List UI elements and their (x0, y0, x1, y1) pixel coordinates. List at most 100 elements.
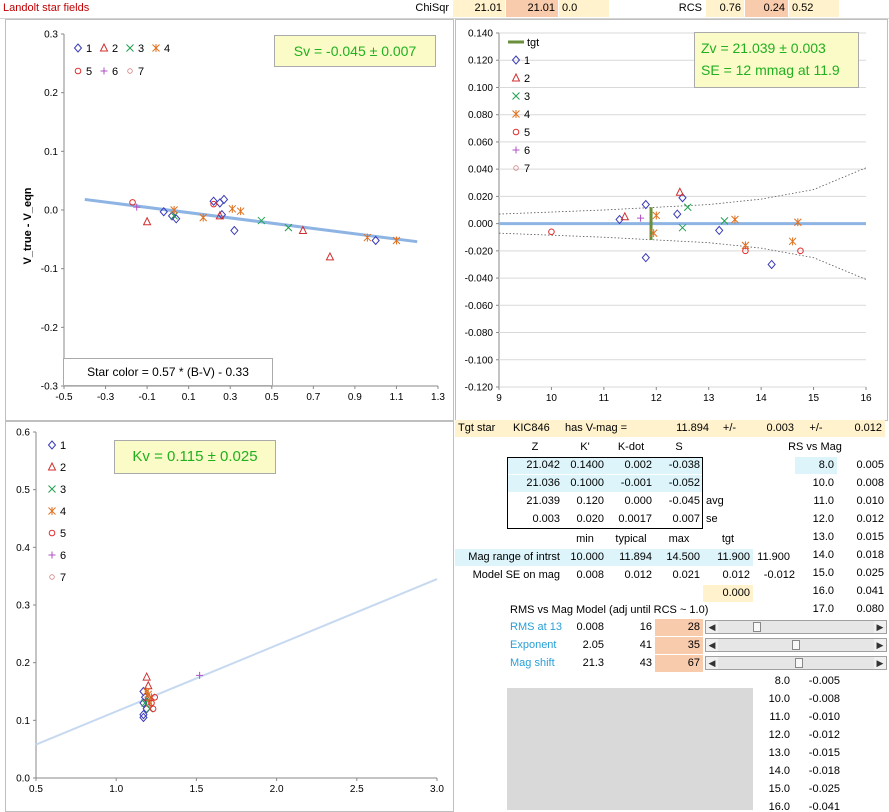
fit-cell[interactable]: 0.1000 (563, 475, 607, 492)
chisqr-value-2[interactable]: 21.01 (506, 0, 558, 17)
fit-cell[interactable]: -0.038 (655, 457, 703, 474)
chart-extinction[interactable]: 0.6 0.5 0.4 0.3 0.2 0.1 0.0 0.5 1.0 1.5 2.0 2.5 3.0 1… (5, 421, 454, 812)
fit-cell[interactable]: 21.042 (507, 457, 563, 474)
rs-cell[interactable]: 13.0 (812, 531, 834, 543)
model-se-label[interactable]: Model SE on mag (472, 569, 560, 581)
rs-cell[interactable]: 0.008 (856, 477, 884, 489)
slider-left-arrow-icon[interactable]: ◀ (706, 621, 718, 633)
lower-cell[interactable]: -0.010 (808, 711, 840, 723)
lower-cell[interactable]: -0.012 (808, 729, 840, 741)
chart1-footnote[interactable]: Star color = 0.57 * (B-V) - 0.33 (63, 358, 273, 386)
model-se-typical[interactable]: 0.012 (624, 569, 652, 581)
chisqr-value-1[interactable]: 21.01 (453, 0, 505, 17)
vmag-pm[interactable]: +/- (712, 420, 747, 437)
fit-cell[interactable]: 0.0017 (618, 513, 652, 525)
header-z[interactable]: Z (531, 441, 539, 453)
rs-cell[interactable]: 0.018 (856, 549, 884, 561)
vmag-err-2[interactable]: 0.012 (835, 420, 885, 437)
tgt-name[interactable]: KIC846 (510, 420, 562, 437)
sheet-title[interactable]: Landolt star fields (3, 2, 90, 14)
slider-left-arrow-icon[interactable]: ◀ (706, 639, 718, 651)
slider-scrollbar[interactable]: ◀ ▶ (705, 656, 887, 670)
rs-cell[interactable]: 12.0 (812, 513, 834, 525)
slider-thumb[interactable] (753, 622, 761, 632)
rs-cell[interactable]: 10.0 (812, 477, 834, 489)
slider-label[interactable]: Mag shift (510, 657, 555, 669)
slider-thumb[interactable] (795, 658, 803, 668)
lower-cell[interactable]: 8.0 (774, 675, 790, 687)
chart2-annotation[interactable]: Zv = 21.039 ± 0.003 SE = 12 mmag at 11.9 (694, 32, 859, 88)
slider-value[interactable]: 67 (655, 655, 703, 672)
range-header-typical[interactable]: typical (615, 533, 647, 545)
lower-cell[interactable]: -0.015 (808, 747, 840, 759)
fit-cell[interactable]: -0.001 (607, 475, 655, 492)
fit-cell[interactable]: -0.045 (668, 495, 700, 507)
fit-cell[interactable]: 0.000 (624, 495, 652, 507)
lower-cell[interactable]: 14.0 (768, 765, 790, 777)
lower-cell[interactable]: 16.0 (768, 801, 790, 810)
model-se-tgt[interactable]: 0.012 (722, 569, 750, 581)
slider-left-arrow-icon[interactable]: ◀ (706, 657, 718, 669)
range-header-min[interactable]: min (576, 533, 594, 545)
chart-color-term[interactable]: 0.3 0.2 0.1 0.0 -0.1 -0.2 -0.3 -0.5 -0.3 -0.1 0.1 0… (5, 19, 454, 421)
slider-value[interactable]: 0.008 (576, 621, 604, 633)
lower-cell[interactable]: 10.0 (768, 693, 790, 705)
model-se-extra[interactable]: -0.012 (763, 569, 795, 581)
fit-cell[interactable]: 0.003 (532, 513, 560, 525)
rs-cell[interactable]: 0.041 (856, 585, 884, 597)
fit-cell[interactable] (703, 475, 743, 492)
mag-range-max[interactable]: 14.500 (655, 549, 703, 566)
lower-cell[interactable]: -0.025 (808, 783, 840, 795)
slider-value[interactable]: 16 (639, 621, 652, 633)
chart1-annotation[interactable]: Sv = -0.045 ± 0.007 (274, 35, 436, 67)
rs-cell[interactable]: 8.0 (795, 457, 837, 474)
mag-range-typical[interactable]: 11.894 (607, 549, 655, 566)
tgt-label[interactable]: Tgt star (455, 420, 510, 437)
mag-range-tgt[interactable]: 11.900 (703, 549, 753, 566)
fit-cell[interactable]: 21.039 (526, 495, 560, 507)
fit-cell[interactable]: 0.007 (672, 513, 700, 525)
rs-cell[interactable]: 15.0 (812, 567, 834, 579)
slider-value[interactable]: 28 (655, 619, 703, 636)
rs-cell[interactable]: 0.005 (856, 459, 884, 471)
lower-cell[interactable]: 11.0 (769, 711, 790, 723)
mag-range-label[interactable]: Mag range of intrst (455, 549, 563, 566)
slider-thumb[interactable] (792, 640, 800, 650)
slider-value[interactable]: 21.3 (582, 657, 604, 669)
slider-value[interactable]: 2.05 (582, 639, 604, 651)
slider-right-arrow-icon[interactable]: ▶ (874, 639, 886, 651)
mag-range-min[interactable]: 10.000 (563, 549, 607, 566)
rs-cell[interactable]: 0.012 (856, 513, 884, 525)
fit-cell[interactable]: -0.052 (655, 475, 703, 492)
rs-cell[interactable]: 14.0 (812, 549, 834, 561)
rcs-value-1[interactable]: 0.76 (706, 0, 744, 17)
slider-value[interactable]: 43 (639, 657, 652, 669)
rs-cell[interactable]: 0.080 (856, 603, 884, 615)
fit-cell[interactable]: 0.1400 (563, 457, 607, 474)
fit-cell[interactable]: se (706, 513, 718, 525)
has-vmag-label[interactable]: has V-mag = (562, 420, 652, 437)
fit-cell[interactable]: avg (706, 495, 724, 507)
model-se-min[interactable]: 0.008 (576, 569, 604, 581)
fit-cell[interactable]: 0.120 (576, 495, 604, 507)
chart3-annotation[interactable]: Kv = 0.115 ± 0.025 (114, 440, 276, 474)
chisqr-label[interactable]: ChiSqr (415, 2, 449, 14)
fit-cell[interactable]: 0.002 (607, 457, 655, 474)
rcs-label[interactable]: RCS (678, 2, 702, 14)
rs-cell[interactable]: 0.010 (856, 495, 884, 507)
vmag-err[interactable]: 0.003 (747, 420, 797, 437)
rs-cell[interactable]: 0.025 (856, 567, 884, 579)
fit-cell[interactable] (703, 457, 743, 474)
slider-scrollbar[interactable]: ◀ ▶ (705, 638, 887, 652)
extra-value[interactable]: 0.000 (703, 585, 753, 602)
mag-range-extra[interactable]: 11.900 (757, 551, 790, 563)
range-header-max[interactable]: max (668, 533, 690, 545)
rms-title[interactable]: RMS vs Mag Model (adj until RCS ~ 1.0) (510, 604, 709, 616)
rs-cell[interactable]: 17.0 (812, 603, 834, 615)
model-se-max[interactable]: 0.021 (672, 569, 700, 581)
rs-cell[interactable]: 0.015 (856, 531, 884, 543)
lower-cell[interactable]: 15.0 (768, 783, 790, 795)
slider-value[interactable]: 41 (639, 639, 652, 651)
lower-cell[interactable]: -0.018 (808, 765, 840, 777)
lower-cell[interactable]: 12.0 (768, 729, 790, 741)
